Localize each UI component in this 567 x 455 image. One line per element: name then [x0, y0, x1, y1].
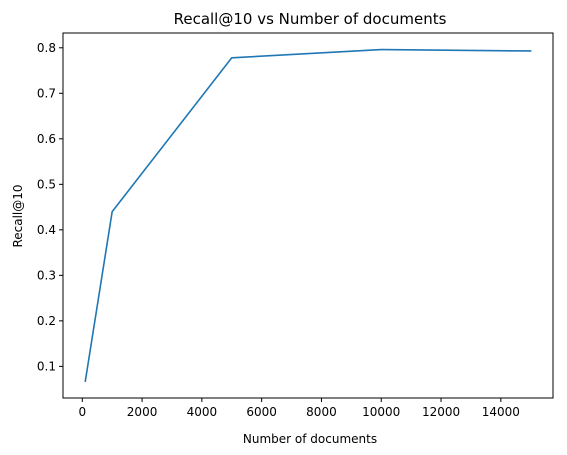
x-tick-label: 12000 — [422, 405, 460, 419]
x-tick-label: 8000 — [306, 405, 337, 419]
x-tick-label: 2000 — [127, 405, 158, 419]
y-tick-label: 0.4 — [37, 223, 56, 237]
x-axis-label: Number of documents — [243, 432, 377, 446]
y-tick-label: 0.7 — [37, 86, 56, 100]
y-tick-label: 0.1 — [37, 359, 56, 373]
x-tick-label: 6000 — [246, 405, 277, 419]
x-tick-label: 0 — [78, 405, 86, 419]
series-line-0 — [84, 48, 532, 383]
x-tick-label: 14000 — [482, 405, 520, 419]
y-axis-label: Recall@10 — [11, 184, 25, 247]
y-tick-label: 0.2 — [37, 314, 56, 328]
y-tick-label: 0.6 — [37, 132, 56, 146]
chart-title: Recall@10 vs Number of documents — [174, 10, 447, 28]
x-tick-label: 10000 — [362, 405, 400, 419]
y-tick-label: 0.8 — [37, 41, 56, 55]
y-tick-label: 0.5 — [37, 177, 56, 191]
y-tick-label: 0.3 — [37, 268, 56, 282]
x-tick-label: 4000 — [187, 405, 218, 419]
plot-area: 0 2000 4000 6000 8000 10000 12000 14000 0.1 0.2 0.… — [37, 32, 554, 419]
plot-frame — [62, 32, 554, 399]
